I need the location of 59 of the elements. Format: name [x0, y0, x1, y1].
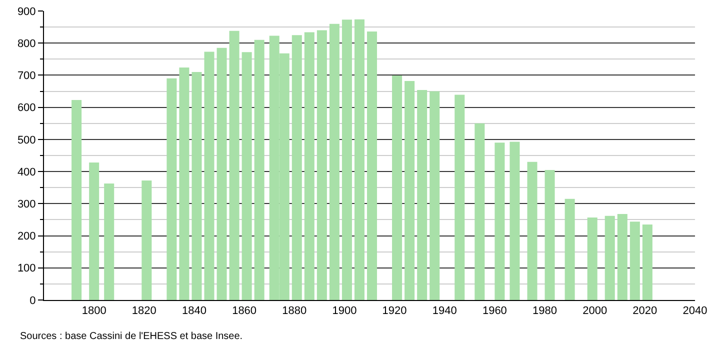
- y-tick-label: 400: [17, 166, 36, 178]
- y-tick-label: 600: [17, 102, 36, 114]
- bar: [292, 35, 302, 300]
- bar: [142, 180, 152, 300]
- x-tick-label: 2040: [682, 305, 708, 318]
- x-tick-label: 1980: [532, 305, 558, 318]
- x-tick-label: 2020: [632, 305, 658, 318]
- bar: [430, 91, 440, 300]
- y-tick-label: 200: [17, 230, 36, 243]
- bar: [417, 90, 428, 300]
- x-tick-label: 1960: [482, 305, 507, 318]
- y-tick-label: 300: [17, 198, 36, 211]
- bar: [354, 19, 364, 300]
- bar: [166, 78, 177, 300]
- bar: [494, 142, 505, 300]
- bar: [304, 32, 314, 300]
- bar: [204, 52, 214, 300]
- bar: [367, 32, 378, 300]
- bar: [564, 198, 575, 300]
- bar: [642, 224, 652, 300]
- y-tick-label: 500: [17, 134, 36, 146]
- bar: [254, 40, 264, 300]
- bar: [544, 170, 555, 300]
- bar: [329, 24, 340, 300]
- x-tick-label: 1800: [82, 305, 106, 318]
- x-tick-label: 1880: [282, 305, 307, 318]
- bar: [404, 81, 415, 300]
- bar: [587, 217, 598, 300]
- bar: [242, 52, 252, 300]
- bar: [104, 183, 114, 300]
- bar: [229, 30, 240, 300]
- bar: [454, 94, 465, 300]
- bar: [604, 216, 615, 300]
- bar: [392, 76, 402, 300]
- y-tick-label: 700: [17, 70, 36, 82]
- x-tick-label: 1920: [382, 305, 407, 318]
- bar: [216, 48, 227, 300]
- bar: [72, 100, 82, 300]
- y-tick-label: 0: [30, 294, 36, 307]
- x-tick-label: 1900: [332, 305, 357, 318]
- y-tick-label: 800: [17, 38, 36, 50]
- x-tick-label: 1840: [182, 305, 206, 318]
- x-tick-label: 1820: [132, 305, 156, 318]
- y-tick-label: 100: [17, 262, 36, 275]
- bar: [89, 162, 100, 300]
- x-tick-label: 1860: [232, 305, 257, 318]
- bar: [630, 222, 640, 300]
- bar: [342, 20, 352, 300]
- bar: [179, 68, 190, 300]
- x-tick-label: 1940: [432, 305, 457, 318]
- y-tick-label: 900: [17, 6, 36, 18]
- bar: [510, 142, 520, 300]
- bar: [192, 72, 202, 300]
- bar: [316, 30, 327, 300]
- x-tick-label: 2000: [582, 305, 608, 318]
- source-note: Sources : base Cassini de l'EHESS et base Insee.: [20, 331, 243, 340]
- bar: [527, 162, 538, 300]
- bar: [474, 123, 485, 300]
- bar: [617, 214, 628, 300]
